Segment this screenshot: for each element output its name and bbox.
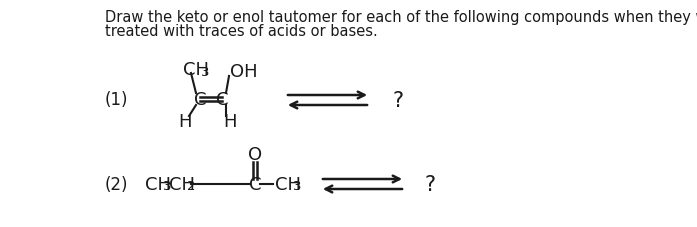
Text: (1): (1) (105, 91, 128, 109)
Text: H: H (178, 113, 192, 131)
Text: H: H (223, 113, 237, 131)
Text: treated with traces of acids or bases.: treated with traces of acids or bases. (105, 24, 378, 39)
Text: 3: 3 (293, 180, 302, 193)
Text: C: C (249, 175, 261, 193)
Text: CH: CH (169, 175, 195, 193)
Text: C: C (194, 91, 206, 109)
Text: Draw the keto or enol tautomer for each of the following compounds when they wer: Draw the keto or enol tautomer for each … (105, 10, 697, 25)
Text: 3: 3 (201, 65, 210, 78)
Text: CH: CH (183, 61, 209, 79)
Text: CH: CH (275, 175, 301, 193)
Text: CH: CH (145, 175, 171, 193)
Text: C: C (216, 91, 228, 109)
Text: 3: 3 (163, 180, 171, 193)
Text: O: O (248, 145, 262, 163)
Text: ?: ? (425, 174, 436, 194)
Text: OH: OH (230, 63, 258, 81)
Text: (2): (2) (105, 175, 128, 193)
Text: 2: 2 (187, 180, 195, 193)
Text: ?: ? (393, 91, 404, 111)
